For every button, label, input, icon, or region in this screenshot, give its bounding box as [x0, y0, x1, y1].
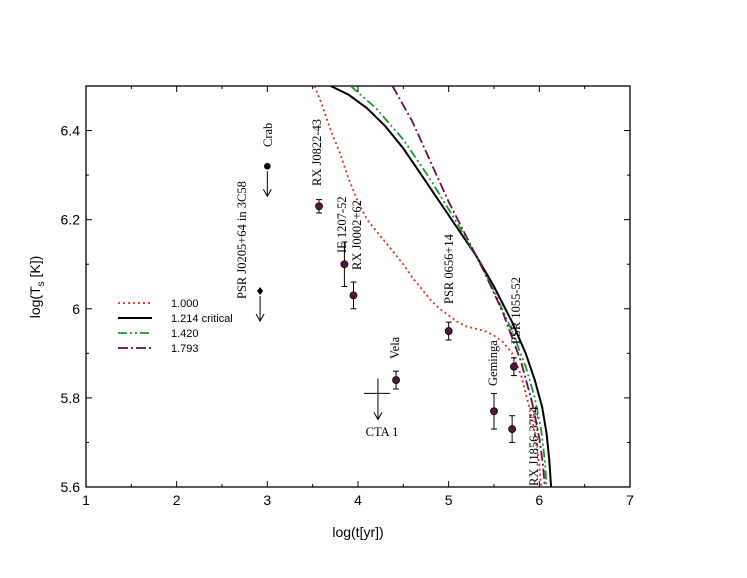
y-axis-label-sub: s — [36, 281, 47, 286]
pulsar-psr-j0205-64-in-3c58 — [255, 286, 265, 322]
data-point — [444, 327, 453, 335]
pulsar-label-psr-j0205-64-in-3c58: PSR J0205+64 in 3C58 — [235, 181, 249, 299]
arrow-head — [262, 188, 272, 198]
legend-item-1-214-critical: 1.214 critical — [118, 313, 233, 325]
legend-label: 1.214 critical — [171, 313, 233, 325]
pulsar-label-geminga: Geminga — [486, 340, 500, 386]
x-tick-label: 5 — [445, 492, 453, 508]
diamond-marker — [257, 286, 264, 295]
y-tick-label: 5.6 — [61, 479, 81, 495]
curve-1-000 — [313, 86, 542, 487]
x-tick-label: 3 — [263, 492, 271, 508]
pulsar-ie-1207-52 — [340, 241, 349, 287]
x-tick-label: 7 — [626, 492, 634, 508]
pulsar-vela — [392, 370, 400, 390]
legend-label: 1.793 — [171, 343, 199, 355]
data-point — [315, 202, 323, 211]
data-point — [508, 425, 517, 433]
pulsar-label-rx-j0002-62: RX J0002+62 — [350, 200, 364, 270]
curve-1-793 — [391, 86, 546, 487]
data-point — [392, 376, 400, 384]
legend-label: 1.000 — [171, 298, 199, 310]
pulsar-label-ie-1207-52: IE 1207-52 — [335, 196, 349, 253]
ticks-layer: 1 2 3 4 5 6 7 5.6 5.8 6 6.2 6.4 — [61, 86, 634, 508]
pulsar-geminga — [490, 392, 498, 430]
pulsar-psr-0656-14 — [444, 321, 453, 341]
pulsar-label-rx-j0822-43: RX J0822-43 — [310, 119, 324, 186]
pulsar-label-rx-j1856-3754: RX J1856-3754 — [527, 406, 541, 486]
data-point — [340, 260, 349, 269]
pulsar-label-crab: Crab — [261, 123, 275, 147]
data-point — [490, 407, 498, 416]
plot-frame — [85, 85, 631, 488]
pulsar-rx-j0002-62 — [349, 281, 358, 310]
data-point — [264, 162, 271, 170]
curve-1-420 — [350, 86, 548, 487]
legend-label: 1.420 — [171, 328, 199, 340]
pulsar-rx-j1856-3754 — [508, 415, 517, 443]
pulsar-crab — [262, 162, 272, 198]
legend-item-1-420: 1.420 — [118, 328, 199, 340]
pulsar-label-psr-1055-52: PSR 1055-52 — [509, 277, 523, 344]
y-tick-label: 6 — [72, 301, 80, 317]
x-tick-label: 6 — [535, 492, 543, 508]
x-tick-label: 1 — [82, 492, 90, 508]
x-tick-label: 2 — [173, 492, 181, 508]
arrow-head — [373, 412, 383, 421]
data-point — [510, 362, 518, 371]
pulsar-label-psr-0656-14: PSR 0656+14 — [442, 233, 456, 304]
y-axis-label-main: log(T — [27, 286, 43, 318]
legend-item-1-793: 1.793 — [118, 343, 199, 355]
pulsar-label-cta-1: CTA 1 — [366, 425, 399, 439]
curves-layer — [313, 86, 553, 487]
y-tick-label: 6.4 — [61, 123, 81, 139]
arrow-head — [255, 313, 265, 322]
pulsar-cta-1 — [363, 378, 390, 421]
legend-item-1-000: 1.000 — [118, 298, 199, 310]
pulsar-label-vela: Vela — [388, 336, 402, 359]
pulsar-psr-1055-52 — [510, 357, 518, 377]
x-axis-label: log(t[yr]) — [332, 524, 383, 540]
pulsar-rx-j0822-43 — [315, 199, 323, 214]
y-tick-label: 6.2 — [61, 212, 81, 228]
data-point — [349, 291, 358, 300]
y-axis-label-tail: [K]) — [27, 256, 43, 282]
pulsar-layer: Crab PSR J0205+64 in 3C58 RX J0822-43 IE 12… — [235, 119, 541, 486]
x-tick-label: 4 — [354, 492, 362, 508]
y-axis-label: log(Ts [K]) — [27, 256, 47, 319]
legend: 1.000 1.214 critical 1.420 1.793 — [118, 298, 233, 355]
y-tick-label: 5.8 — [61, 390, 81, 406]
